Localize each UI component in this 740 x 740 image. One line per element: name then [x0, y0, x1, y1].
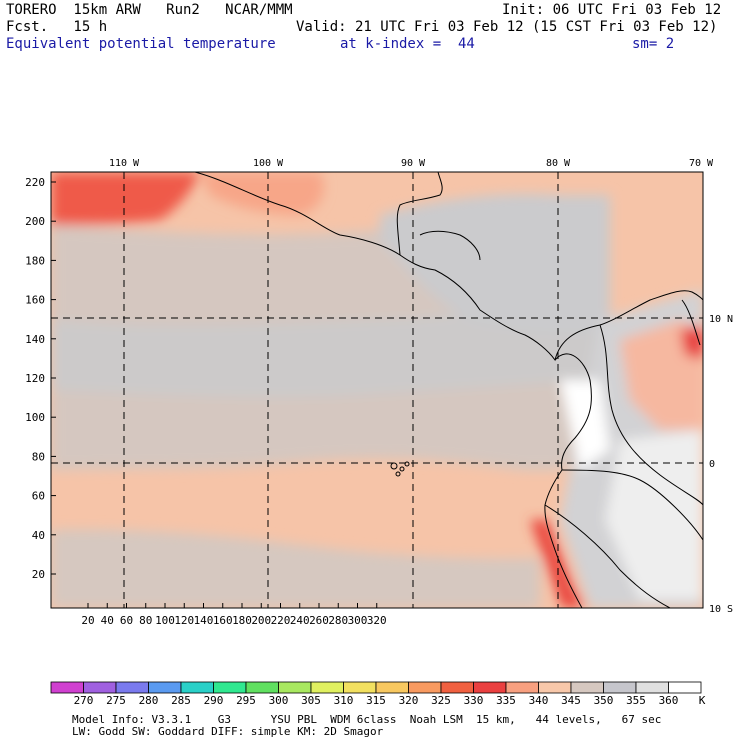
- colorbar-swatch: [603, 681, 637, 694]
- x-tick-label: 240: [290, 614, 310, 627]
- lon-label: 110 W: [109, 158, 140, 169]
- colorbar-label: 315: [366, 694, 386, 707]
- colorbar-swatch: [83, 681, 117, 694]
- theta-e-fill: [51, 172, 703, 608]
- x-tick-label: 80: [139, 614, 152, 627]
- field-name: Equivalent potential temperature: [6, 36, 276, 52]
- valid-time: Valid: 21 UTC Fri 03 Feb 12 (15 CST Fri …: [296, 19, 718, 35]
- x-tick-label: 100: [155, 614, 175, 627]
- x-tick-label: 180: [232, 614, 252, 627]
- colorbar-label: 350: [594, 694, 614, 707]
- colorbar-swatch: [278, 681, 312, 694]
- colorbar-label: 340: [529, 694, 549, 707]
- coastlines: [194, 172, 703, 608]
- x-tick-label: 140: [194, 614, 214, 627]
- x-tick-label: 60: [120, 614, 133, 627]
- y-tick-label: 60: [32, 490, 45, 503]
- colorbar-swatch: [408, 681, 442, 694]
- forecast-hour: Fcst. 15 h: [6, 19, 108, 35]
- x-tick-label: 260: [309, 614, 329, 627]
- colorbar-swatch: [115, 681, 149, 694]
- x-tick-label: 160: [213, 614, 233, 627]
- x-tick-label: 120: [174, 614, 194, 627]
- colorbar-swatch: [375, 681, 409, 694]
- lon-label: 70 W: [689, 158, 714, 169]
- x-tick-label: 200: [251, 614, 271, 627]
- colorbar-label: 305: [301, 694, 321, 707]
- y-tick-label: 220: [25, 176, 45, 189]
- model-info: Model Info: V3.3.1 G3 YSU PBL WDM 6class…: [72, 713, 662, 726]
- physics-info: LW: Godd SW: Goddard DIFF: simple KM: 2D…: [72, 725, 384, 738]
- colorbar-label: 345: [561, 694, 581, 707]
- colorbar-swatch: [310, 681, 344, 694]
- colorbar-swatch: [668, 681, 702, 694]
- x-tick-label: 40: [101, 614, 114, 627]
- colorbar-unit: K: [699, 694, 706, 707]
- colorbar-label: 290: [204, 694, 224, 707]
- y-tick-label: 80: [32, 450, 45, 463]
- colorbar-swatch: [538, 681, 572, 694]
- colorbar-label: 325: [431, 694, 451, 707]
- colorbar-label: 320: [399, 694, 419, 707]
- colorbar-swatch: [440, 681, 474, 694]
- colorbar-label: 300: [269, 694, 289, 707]
- colorbar-swatch: [343, 681, 377, 694]
- colorbar-swatch: [245, 681, 279, 694]
- y-tick-label: 160: [25, 294, 45, 307]
- y-tick-label: 120: [25, 372, 45, 385]
- y-tick-label: 180: [25, 254, 45, 267]
- colorbar: 270 275 280 285 290 295 300 305 310 315 320 325 330 3…: [50, 681, 702, 707]
- colorbar-swatch: [570, 681, 604, 694]
- colorbar-label: 280: [139, 694, 159, 707]
- colorbar-swatch: [473, 681, 507, 694]
- y-axis-ticks: 220 200 180 160 140 120 100 80 60 40 20: [25, 176, 56, 581]
- graticule: [51, 172, 703, 608]
- colorbar-swatch: [505, 681, 539, 694]
- y-tick-label: 20: [32, 568, 45, 581]
- colorbar-swatch: [50, 681, 84, 694]
- x-axis-ticks: 20 40 60 80 100 120 140 160 180 200 220 240 260 280 30…: [81, 603, 387, 627]
- model-title: TORERO 15km ARW Run2 NCAR/MMM: [6, 2, 293, 18]
- y-tick-label: 200: [25, 215, 45, 228]
- x-tick-label: 320: [367, 614, 387, 627]
- colorbar-swatch: [180, 681, 214, 694]
- lat-label: 10 S: [709, 604, 733, 615]
- colorbar-swatch: [213, 681, 247, 694]
- init-time: Init: 06 UTC Fri 03 Feb 12: [502, 2, 722, 18]
- smoothing: sm= 2: [632, 36, 675, 52]
- colorbar-swatch: [148, 681, 182, 694]
- x-tick-label: 300: [348, 614, 368, 627]
- y-tick-label: 100: [25, 411, 45, 424]
- lat-label: 10 N: [709, 314, 733, 325]
- lon-label: 90 W: [401, 158, 426, 169]
- colorbar-label: 275: [106, 694, 126, 707]
- lon-label: 80 W: [546, 158, 571, 169]
- lat-label: 0: [709, 459, 715, 470]
- colorbar-label: 330: [464, 694, 484, 707]
- colorbar-label: 310: [334, 694, 354, 707]
- colorbar-label: 360: [659, 694, 679, 707]
- colorbar-label: 285: [171, 694, 191, 707]
- level-index: at k-index = 44: [340, 36, 475, 52]
- colorbar-label: 335: [496, 694, 516, 707]
- map-plot-area: [51, 172, 703, 608]
- colorbar-label: 295: [236, 694, 256, 707]
- colorbar-label: 270: [74, 694, 94, 707]
- x-tick-label: 20: [81, 614, 94, 627]
- colorbar-label: 355: [626, 694, 646, 707]
- y-tick-label: 40: [32, 529, 45, 542]
- x-tick-label: 220: [271, 614, 291, 627]
- x-tick-label: 280: [328, 614, 348, 627]
- lon-label: 100 W: [253, 158, 284, 169]
- y-tick-label: 140: [25, 333, 45, 346]
- colorbar-swatch: [635, 681, 669, 694]
